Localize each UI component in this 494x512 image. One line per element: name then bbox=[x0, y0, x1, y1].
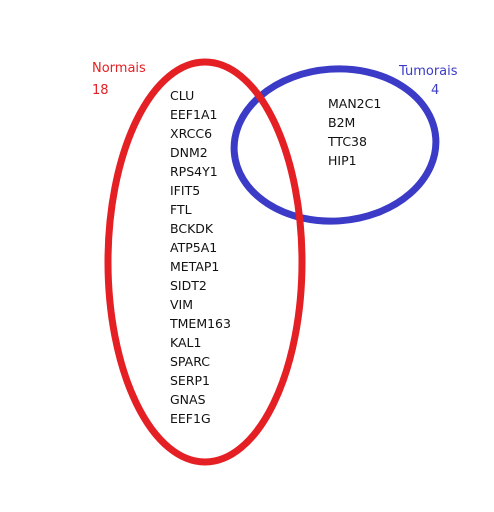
tumorais-set-count: 4 bbox=[431, 83, 440, 98]
gene-label: BCKDK bbox=[170, 221, 214, 236]
gene-label: FTL bbox=[170, 202, 192, 217]
gene-label: VIM bbox=[170, 297, 194, 312]
gene-label: GNAS bbox=[170, 392, 206, 407]
normais-ellipse bbox=[104, 58, 306, 466]
gene-label: CLU bbox=[170, 88, 195, 103]
gene-label: SERP1 bbox=[170, 373, 211, 388]
gene-label: MAN2C1 bbox=[328, 96, 382, 111]
gene-label: XRCC6 bbox=[170, 126, 213, 141]
gene-label: RPS4Y1 bbox=[170, 164, 218, 179]
gene-label: METAP1 bbox=[170, 259, 220, 274]
gene-label: HIP1 bbox=[328, 153, 357, 168]
normais-set-label: Normais bbox=[92, 61, 146, 76]
gene-label: TMEM163 bbox=[170, 316, 231, 331]
gene-label: IFIT5 bbox=[170, 183, 201, 198]
tumorais-set-label: Tumorais bbox=[399, 64, 458, 79]
normais-gene-list: CLU EEF1A1 XRCC6 DNM2 RPS4Y1 IFIT5 FTL B… bbox=[170, 86, 231, 428]
gene-label: EEF1G bbox=[170, 411, 211, 426]
tumorais-gene-list: MAN2C1 B2M TTC38 HIP1 bbox=[328, 94, 381, 170]
gene-label: KAL1 bbox=[170, 335, 202, 350]
gene-label: ATP5A1 bbox=[170, 240, 218, 255]
tumorais-ellipse bbox=[230, 65, 440, 225]
gene-label: SIDT2 bbox=[170, 278, 207, 293]
gene-label: DNM2 bbox=[170, 145, 208, 160]
gene-label: TTC38 bbox=[328, 134, 367, 149]
gene-label: EEF1A1 bbox=[170, 107, 218, 122]
gene-label: SPARC bbox=[170, 354, 211, 369]
normais-set-count: 18 bbox=[92, 83, 109, 98]
gene-label: B2M bbox=[328, 115, 356, 130]
